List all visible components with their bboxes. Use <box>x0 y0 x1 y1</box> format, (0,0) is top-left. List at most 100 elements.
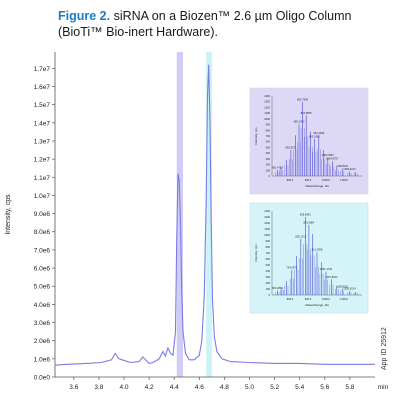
inset-y-tick-label: 900 <box>266 239 271 243</box>
inset-y-tick-label: 100 <box>266 287 271 291</box>
inset-peak-label: 692.9271 <box>285 146 296 150</box>
y-tick-label: 1.4e7 <box>34 120 51 127</box>
figure-caption: Figure 2. siRNA on a Biozen™ 2.6 µm Olig… <box>58 8 351 40</box>
y-tick-label: 2.0e6 <box>34 338 51 345</box>
y-tick-label: 5.0e6 <box>34 284 51 291</box>
y-tick-label: 1.0e7 <box>34 193 51 200</box>
inset-y-tick-label: 1100 <box>264 111 270 115</box>
x-tick-label: 4.6 <box>195 384 204 391</box>
x-tick-label: 4.8 <box>220 384 229 391</box>
inset-x-axis-label: Mass/Charge, Da <box>305 303 329 307</box>
inset-peak-label: 1064.5757 <box>326 157 339 161</box>
inset-peak-label: 683.1092 <box>294 120 305 124</box>
y-tick-label: 1.5e7 <box>34 102 51 109</box>
inset-peak-label: 802.1715 <box>295 234 306 238</box>
y-tick-label: 6.0e6 <box>34 266 51 273</box>
x-tick-label: 5.4 <box>295 384 304 391</box>
inset-y-tick-label: 1100 <box>264 227 270 231</box>
figure-title-line2: (BioTi™ Bio-inert Hardware). <box>58 25 218 39</box>
inset-y-axis-label: Intensity, cps <box>254 244 258 262</box>
y-tick-label: 1.2e7 <box>34 157 51 164</box>
app-id-label: App ID 25912 <box>381 327 388 370</box>
inset-peak-label: 1150.8011 <box>336 284 348 288</box>
inset-spectrum-2: 1400130012001100100090080070060050040030… <box>249 202 369 314</box>
figure-title-line1: siRNA on a Biozen™ 2.6 µm Oligo Column <box>113 9 352 23</box>
inset-y-tick-label: 900 <box>266 123 271 127</box>
y-tick-label: 1.7e7 <box>34 66 51 73</box>
inset-peak-label: 1057.8512 <box>325 275 338 279</box>
highlight-band <box>206 52 212 377</box>
inset-y-tick-label: 1400 <box>264 209 270 213</box>
inset-x-tick-label: 1000.0 <box>322 178 330 182</box>
y-tick-label: 9.0e6 <box>34 211 51 218</box>
x-tick-label: 3.8 <box>94 384 103 391</box>
inset-x-axis-label: Mass/Charge, Da <box>305 184 329 188</box>
inset-y-tick-label: 1300 <box>264 100 270 104</box>
inset-y-tick-label: 300 <box>266 157 271 161</box>
inset-x-tick-label: 800.0 <box>287 178 294 182</box>
y-tick-label: 1.6e7 <box>34 84 51 91</box>
inset-y-tick-label: 1200 <box>264 105 270 109</box>
x-tick-label: 5.2 <box>270 384 279 391</box>
inset-y-tick-label: 1000 <box>264 117 270 121</box>
inset-y-tick-label: 1400 <box>264 94 270 98</box>
inset-y-tick-label: 1300 <box>264 215 270 219</box>
inset-y-tick-label: 100 <box>266 168 271 172</box>
x-tick-label: 5.8 <box>345 384 354 391</box>
x-tick-label: 5.0 <box>245 384 254 391</box>
inset-peak-label: 902.1060 <box>309 135 320 139</box>
inset-background <box>249 87 369 195</box>
inset-peak-label: 943.4009 <box>313 131 324 135</box>
inset-y-tick-label: 200 <box>266 281 271 285</box>
inset-y-tick-label: 500 <box>266 145 271 149</box>
x-tick-label: 4.2 <box>145 384 154 391</box>
inset-y-tick-label: 600 <box>266 140 271 144</box>
inset-y-tick-label: 500 <box>266 263 271 267</box>
inset-peak-label: 1250.9214 <box>343 167 356 171</box>
series-line <box>54 64 375 366</box>
inset-peak-label: 1152.8011 <box>336 164 348 168</box>
inset-y-tick-label: 0 <box>269 293 271 297</box>
highlight-bands <box>176 52 212 377</box>
inset-x-tick-label: 800.0 <box>287 297 294 301</box>
y-tick-label: 1.1e7 <box>34 175 51 182</box>
y-tick-label: 8.0e6 <box>34 229 51 236</box>
inset-y-tick-label: 700 <box>266 134 271 138</box>
inset-peak-label: 863.2864 <box>303 220 314 224</box>
inset-peak-label: 803.7946 <box>297 98 308 102</box>
y-tick-label: 7.0e6 <box>34 247 51 254</box>
inset-y-tick-label: 400 <box>266 269 271 273</box>
inset-y-tick-label: 800 <box>266 245 271 249</box>
y-tick-label: 0.0e0 <box>34 375 51 382</box>
x-axis-unit: min <box>378 384 389 391</box>
y-tick-label: 1.3e7 <box>34 138 51 145</box>
inset-y-tick-label: 800 <box>266 128 271 132</box>
axes: 0.0e0 1.0e6 2.0e6 3.0e6 4.0e6 5.0e6 6.0e6 7.0e6… <box>5 52 389 391</box>
inset-x-tick-label: 1000.0 <box>322 297 330 301</box>
inset-y-tick-label: 700 <box>266 251 271 255</box>
series-trace <box>54 64 375 366</box>
inset-y-tick-label: 1200 <box>264 221 270 225</box>
inset-peak-label: 600.2891 <box>272 286 283 290</box>
inset-peak-label: 1200.9214 <box>343 287 356 291</box>
figure-label: Figure 2. <box>58 9 111 23</box>
inset-y-tick-label: 0 <box>269 174 271 178</box>
inset-x-tick-label: 1100.0 <box>340 297 348 301</box>
inset-peak-label: 824.8875 <box>301 111 312 115</box>
inset-x-tick-label: 900.0 <box>305 297 312 301</box>
inset-peak-label: 911.3306 <box>312 248 323 252</box>
inset-peak-label: 1003.0567 <box>322 153 335 157</box>
y-axis-label: Intensity, cps <box>5 194 12 235</box>
inset-x-tick-label: 900.0 <box>305 178 312 182</box>
y-tick-label: 1.0e6 <box>34 356 51 363</box>
inset-y-tick-label: 1000 <box>264 233 270 237</box>
inset-peak-label: 724.6075 <box>286 266 297 270</box>
x-tick-label: 5.6 <box>320 384 329 391</box>
x-tick-label: 4.0 <box>119 384 128 391</box>
inset-y-tick-label: 400 <box>266 151 271 155</box>
x-tick-label: 3.6 <box>69 384 78 391</box>
inset-x-tick-label: 1100.0 <box>340 178 348 182</box>
inset-y-tick-label: 200 <box>266 163 271 167</box>
inset-peak-label: 825.4832 <box>300 213 311 217</box>
